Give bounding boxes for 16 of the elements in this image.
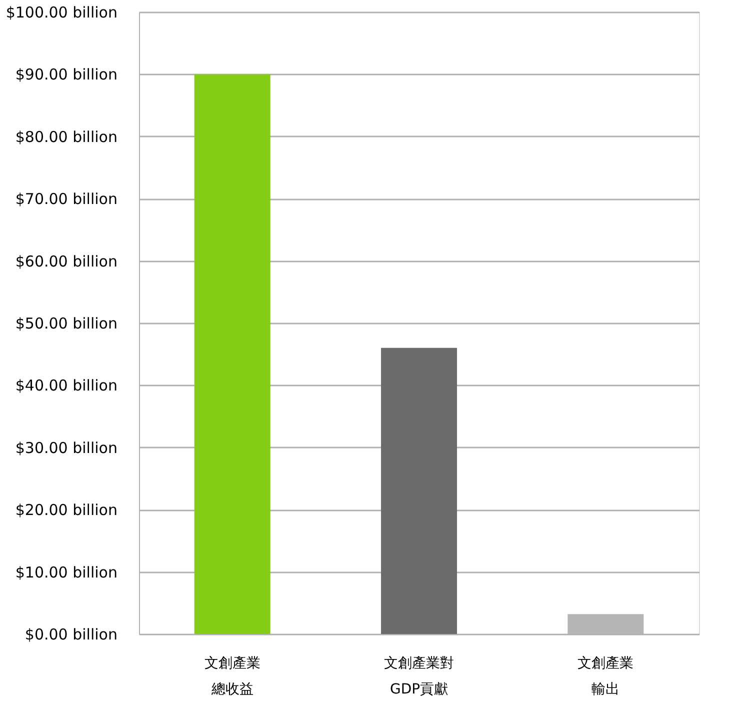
y-tick-label: $70.00 billion	[15, 190, 118, 208]
y-tick-label: $60.00 billion	[15, 252, 118, 270]
y-tick-label: $100.00 billion	[6, 4, 118, 22]
y-tick-label: $30.00 billion	[15, 438, 118, 457]
x-tick-label: 文創產業輸出	[578, 656, 634, 698]
x-tick-label: 文創產業總收益	[204, 656, 260, 698]
bar	[381, 348, 457, 634]
x-tick-label: 文創產業對GDP貢獻	[384, 656, 454, 698]
y-tick-label: $0.00 billion	[24, 626, 118, 644]
bar	[194, 74, 270, 634]
y-tick-label: $90.00 billion	[15, 66, 118, 84]
y-tick-label: $20.00 billion	[15, 501, 118, 520]
y-tick-label: $40.00 billion	[15, 376, 118, 395]
y-tick-label: $50.00 billion	[15, 314, 118, 332]
y-tick-label: $80.00 billion	[15, 128, 118, 146]
y-tick-label: $10.00 billion	[15, 563, 118, 582]
